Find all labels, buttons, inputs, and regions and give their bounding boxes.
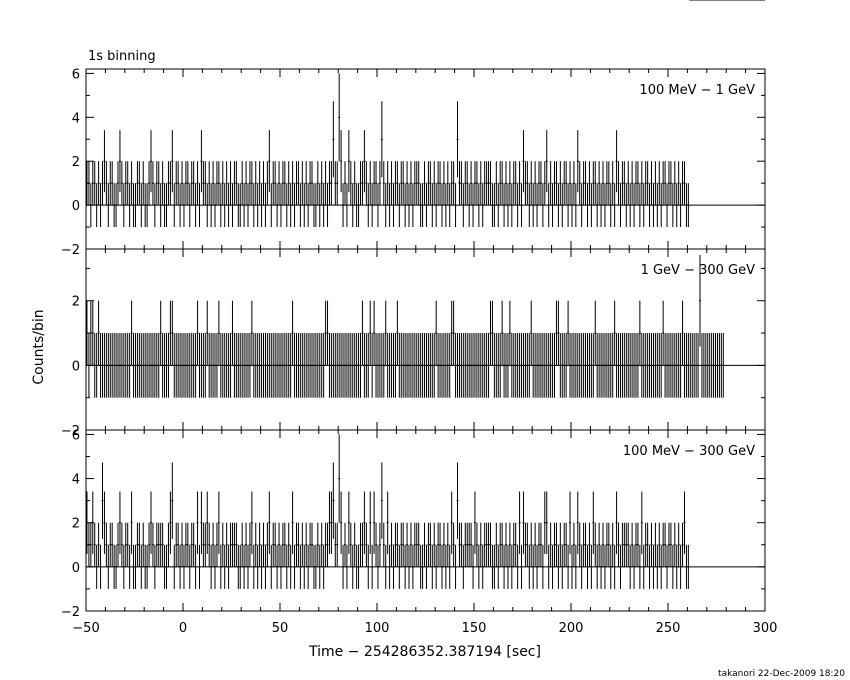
x-tick-label: 150 [462,621,487,636]
chart-title: 1s binning [88,49,156,64]
x-tick-label: 200 [559,621,584,636]
y-tick-label: 2 [72,155,80,170]
y-tick-label: −2 [61,243,80,258]
y-tick-label: 0 [72,199,80,214]
y-tick-label: 2 [72,517,80,532]
x-tick-label: 0 [179,621,187,636]
energy-band-label: 1 GeV − 300 GeV [641,263,756,278]
x-tick-label: 100 [365,621,390,636]
y-tick-label: 0 [72,359,80,374]
y-tick-label: −2 [61,424,80,439]
y-tick-label: 2 [72,295,80,310]
y-tick-label: 0 [72,561,80,576]
y-tick-label: 6 [72,67,80,82]
y-tick-label: −2 [61,605,80,620]
panels-group: −2 0 2 4 6 100 MeV − 1 GeV −2 0 2 1 GeV − 300 GeV… [61,0,778,636]
panel-2: −2 0 2 1 GeV − 300 GeV [61,0,766,439]
x-tick-label: 300 [753,621,778,636]
y-tick-label: 4 [72,473,80,488]
x-tick-label: 250 [656,621,681,636]
x-axis-label: Time − 254286352.387194 [sec] [308,644,541,660]
y-tick-label: 6 [72,428,80,443]
y-tick-label: 4 [72,111,80,126]
energy-band-label: 100 MeV − 1 GeV [639,83,755,98]
x-tick-label: 50 [272,621,289,636]
panel-frame [85,429,766,612]
energy-band-label: 100 MeV − 300 GeV [623,444,755,459]
x-tick-label: −50 [72,621,99,636]
panel-1: −2 0 2 4 6 100 MeV − 1 GeV [61,0,766,258]
credit-stamp: takanori 22-Dec-2009 18:20 [718,669,845,679]
y-axis-label: Counts/bin [31,309,47,384]
